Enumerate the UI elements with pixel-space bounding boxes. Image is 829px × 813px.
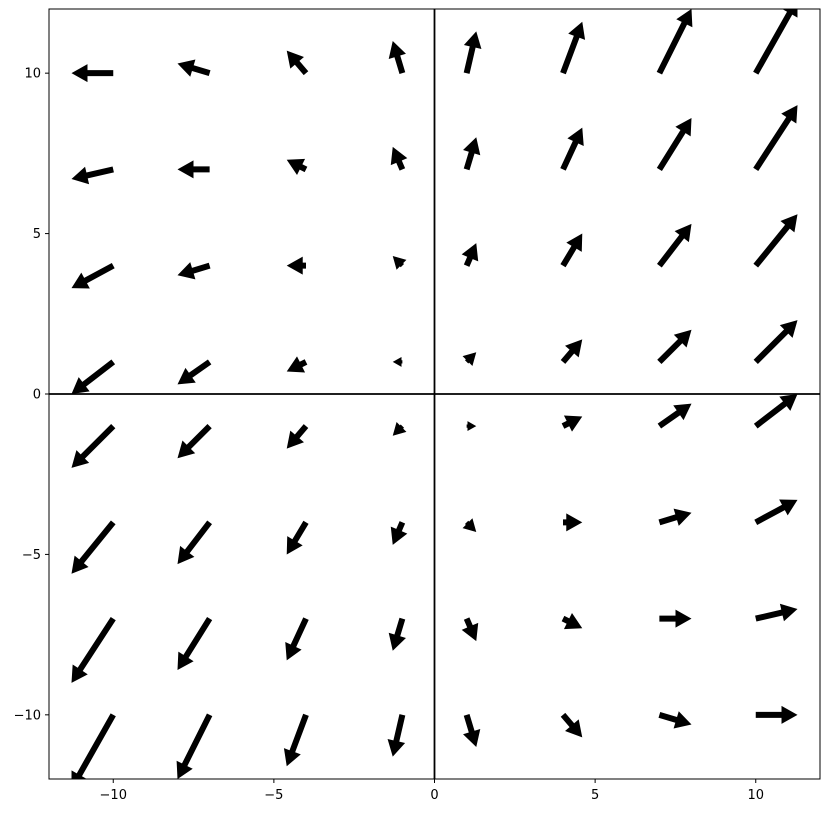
y-tick-label: −10 bbox=[14, 708, 41, 723]
vector-arrow bbox=[656, 118, 692, 172]
vector-arrow bbox=[286, 520, 309, 555]
vector-arrow bbox=[560, 339, 583, 364]
vector-arrow bbox=[392, 256, 407, 270]
vector-arrow bbox=[461, 243, 479, 267]
vector-arrow bbox=[560, 233, 583, 268]
vector-arrow bbox=[753, 214, 798, 268]
vector-arrow bbox=[658, 508, 692, 526]
vector-arrow bbox=[753, 320, 798, 365]
x-tick-label: −10 bbox=[100, 788, 127, 803]
y-tick-label: 0 bbox=[33, 388, 41, 403]
vector-arrow bbox=[466, 421, 477, 432]
vector-arrow bbox=[560, 127, 584, 171]
vector-arrow bbox=[286, 50, 309, 76]
vector-arrow bbox=[388, 41, 406, 75]
vector-arrow bbox=[71, 359, 116, 395]
vector-arrow bbox=[560, 712, 583, 738]
vector-arrow bbox=[71, 713, 116, 779]
vector-arrow bbox=[753, 393, 798, 429]
vector-arrow bbox=[461, 617, 479, 642]
vector-arrow bbox=[392, 422, 407, 436]
vector-arrow bbox=[177, 359, 212, 385]
vector-arrow bbox=[658, 711, 692, 729]
vector-arrow bbox=[463, 137, 481, 171]
vector-arrow bbox=[754, 499, 798, 525]
vector-arrow bbox=[657, 403, 692, 429]
vector-arrow bbox=[561, 613, 583, 630]
vector-arrow bbox=[563, 513, 583, 532]
vector-arrow bbox=[176, 713, 213, 779]
vector-arrow bbox=[177, 520, 212, 565]
vector-arrow bbox=[659, 609, 692, 628]
vector-arrow bbox=[390, 146, 408, 171]
vector-arrow bbox=[560, 21, 586, 75]
x-tick-label: 5 bbox=[591, 788, 599, 803]
vector-arrow bbox=[283, 713, 309, 767]
vector-arrow bbox=[71, 64, 114, 83]
vector-arrow bbox=[71, 263, 115, 289]
vector-arrow bbox=[657, 329, 692, 365]
vector-arrow bbox=[462, 518, 477, 532]
vector-arrow bbox=[755, 603, 798, 622]
vector-arrow bbox=[387, 714, 406, 757]
vector-arrow bbox=[286, 256, 306, 275]
vector-arrow bbox=[390, 521, 408, 545]
vector-arrow bbox=[177, 616, 213, 670]
vector-arrow bbox=[463, 713, 481, 747]
x-tick-label: 0 bbox=[430, 788, 438, 803]
vector-field bbox=[71, 9, 798, 779]
x-axis-ticks: −10 −5 0 5 10 bbox=[100, 779, 764, 803]
vector-arrow bbox=[285, 617, 309, 661]
vector-arrow bbox=[657, 223, 692, 268]
vector-arrow bbox=[286, 356, 308, 373]
vector-arrow bbox=[463, 31, 482, 74]
vector-arrow bbox=[177, 423, 212, 459]
vector-arrow bbox=[392, 356, 403, 367]
vector-arrow bbox=[71, 520, 116, 574]
x-tick-label: −5 bbox=[264, 788, 283, 803]
zero-axis-lines bbox=[49, 9, 820, 779]
y-tick-label: 5 bbox=[33, 227, 41, 242]
vector-arrow bbox=[753, 105, 798, 172]
vector-arrow bbox=[656, 9, 693, 75]
vector-arrow bbox=[286, 424, 309, 449]
y-axis-ticks: −10 −5 0 5 10 bbox=[14, 67, 49, 723]
vector-arrow bbox=[71, 616, 116, 683]
y-tick-label: −5 bbox=[22, 548, 41, 563]
vector-arrow bbox=[753, 9, 798, 75]
vector-arrow bbox=[71, 423, 116, 468]
y-tick-label: 10 bbox=[24, 67, 41, 82]
vector-arrow bbox=[177, 160, 210, 179]
vector-arrow bbox=[755, 705, 798, 724]
vector-arrow bbox=[177, 59, 211, 77]
vector-arrow bbox=[286, 158, 308, 175]
vector-arrow bbox=[177, 262, 211, 280]
vector-arrow bbox=[388, 617, 406, 651]
vector-arrow bbox=[71, 166, 114, 185]
vector-arrow bbox=[462, 352, 477, 366]
vector-arrow bbox=[561, 415, 583, 432]
x-tick-label: 10 bbox=[747, 788, 764, 803]
